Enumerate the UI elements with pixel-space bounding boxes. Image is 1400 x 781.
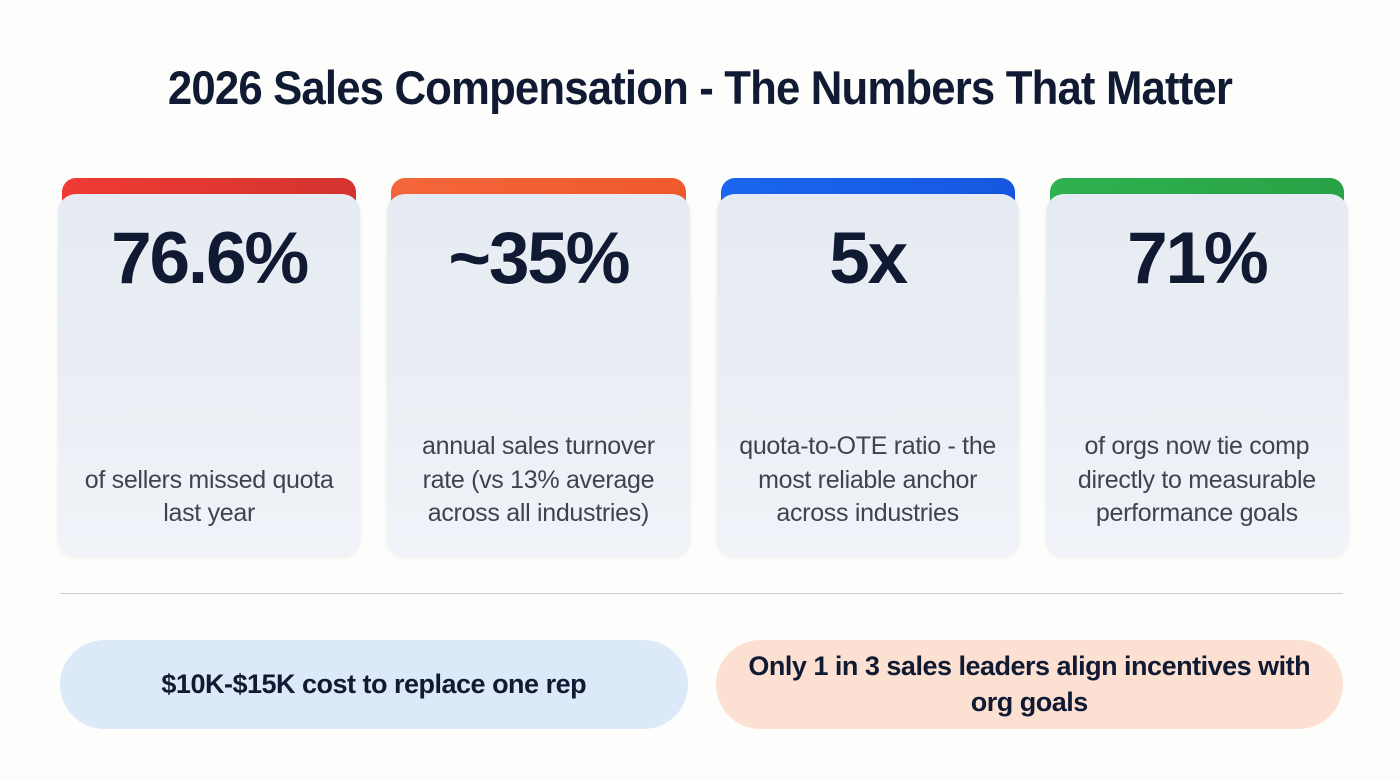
page-title: 2026 Sales Compensation - The Numbers Th… xyxy=(167,61,1233,114)
stat-description: of orgs now tie comp directly to measura… xyxy=(1077,432,1316,527)
stat-value: 5x xyxy=(829,218,908,299)
stat-card-body: 5x quota-to-OTE ratio - the most reliabl… xyxy=(716,194,1019,556)
section-divider xyxy=(60,593,1343,594)
stat-description: of sellers missed quota last year xyxy=(84,465,334,527)
card-spacer xyxy=(1060,295,1334,430)
stat-card-body: 71% of orgs now tie comp directly to mea… xyxy=(1045,194,1348,556)
card-spacer xyxy=(731,295,1005,430)
stat-value: ~35% xyxy=(448,218,630,299)
card-spacer xyxy=(401,295,675,430)
card-spacer xyxy=(72,295,346,464)
stat-card: 76.6% of sellers missed quota last year xyxy=(58,178,361,556)
stat-card: ~35% annual sales turnover rate (vs 13% … xyxy=(387,178,690,556)
footnote-pill-alignment: Only 1 in 3 sales leaders align incentiv… xyxy=(715,640,1343,729)
stat-card-body: ~35% annual sales turnover rate (vs 13% … xyxy=(387,194,690,556)
footnote-pill-row: $10K-$15K cost to replace one rep Only 1… xyxy=(60,640,1343,729)
stat-description: annual sales turnover rate (vs 13% avera… xyxy=(422,432,655,527)
stat-card: 5x quota-to-OTE ratio - the most reliabl… xyxy=(716,178,1019,556)
stat-description: quota-to-OTE ratio - the most reliable a… xyxy=(739,432,997,527)
footnote-pill-cost: $10K-$15K cost to replace one rep xyxy=(60,640,688,729)
stat-value: 71% xyxy=(1127,218,1269,299)
stat-card-body: 76.6% of sellers missed quota last year xyxy=(58,194,361,556)
stat-value: 76.6% xyxy=(111,218,309,299)
stat-card-row: 76.6% of sellers missed quota last year … xyxy=(58,178,1348,556)
stat-card: 71% of orgs now tie comp directly to mea… xyxy=(1045,178,1348,556)
